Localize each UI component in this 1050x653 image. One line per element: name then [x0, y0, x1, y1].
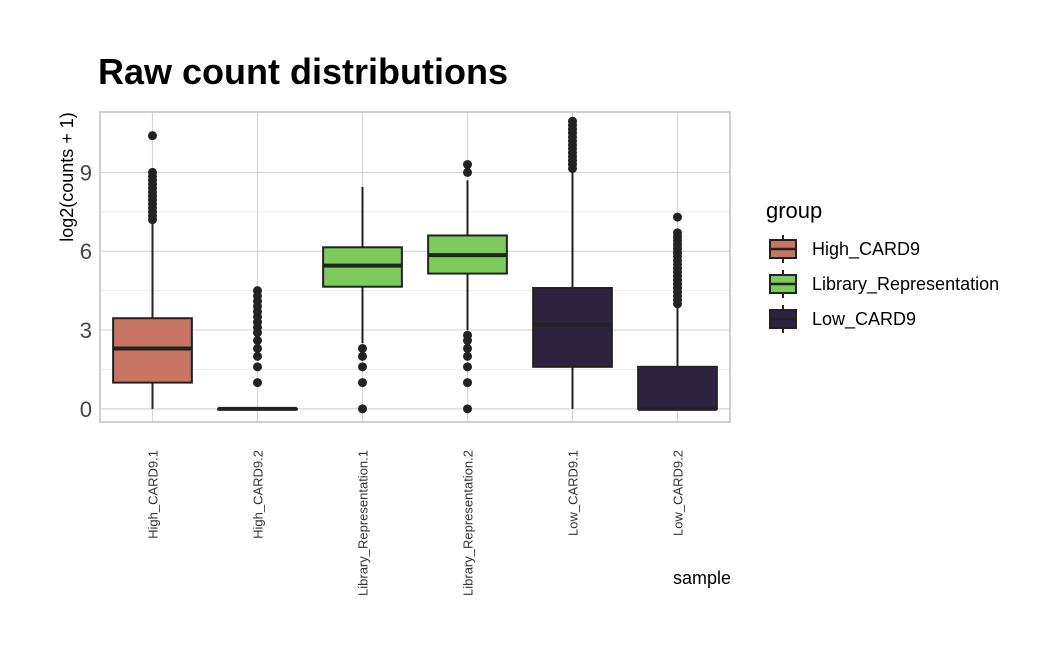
box-Library_Representation.2: [427, 160, 508, 414]
x-tick-label: Low_CARD9.1: [566, 450, 581, 536]
outlier-point: [463, 343, 472, 353]
box-Low_CARD9.1: [532, 116, 613, 409]
legend-label: Low_CARD9: [812, 309, 916, 330]
outlier-point: [463, 362, 472, 372]
outlier-point: [253, 336, 262, 346]
y-axis: 0 3 6 9: [80, 160, 92, 421]
chart-title: Raw count distributions: [98, 51, 508, 92]
legend-item: Low_CARD9: [769, 305, 916, 333]
x-axis-title: sample: [673, 568, 731, 588]
box-High_CARD9.2: [217, 286, 298, 411]
outlier-point: [253, 343, 262, 353]
outlier-point: [358, 378, 367, 388]
outlier-point: [463, 330, 472, 340]
box-Library_Representation.1: [322, 186, 403, 414]
outlier-point: [358, 351, 367, 361]
x-tick-label: High_CARD9.1: [146, 450, 161, 539]
outlier-point: [148, 167, 157, 177]
outlier-point: [463, 351, 472, 361]
outlier-point: [358, 404, 367, 414]
outlier-point: [253, 351, 262, 361]
legend: group High_CARD9 Library_Representation Lo…: [766, 198, 999, 333]
x-tick-label: Library_Representation.2: [461, 450, 476, 596]
x-tick-label: Library_Representation.1: [356, 450, 371, 596]
outlier-point: [253, 286, 262, 296]
outlier-point: [463, 378, 472, 388]
outlier-point: [673, 212, 682, 222]
legend-label: High_CARD9: [812, 239, 920, 260]
outlier-point: [358, 343, 367, 353]
outlier-point: [253, 362, 262, 372]
outlier-point: [673, 228, 682, 238]
box-iqr: [637, 365, 718, 410]
outlier-point: [568, 116, 577, 126]
legend-label: Library_Representation: [812, 274, 999, 295]
x-tick-label: Low_CARD9.2: [671, 450, 686, 536]
plot-boxes: [112, 116, 718, 414]
outlier-point: [463, 404, 472, 414]
outlier-point: [463, 160, 472, 170]
x-axis: High_CARD9.1 High_CARD9.2 Library_Represen…: [146, 450, 686, 596]
legend-title: group: [766, 198, 822, 223]
y-tick-label: 9: [80, 160, 92, 185]
x-tick-label: High_CARD9.2: [251, 450, 266, 539]
legend-item: High_CARD9: [769, 235, 920, 263]
outlier-point: [358, 362, 367, 372]
outlier-point: [253, 378, 262, 388]
y-tick-label: 3: [80, 318, 92, 343]
y-tick-label: 0: [80, 397, 92, 422]
box-iqr: [532, 287, 613, 368]
box-Low_CARD9.2: [637, 212, 718, 411]
legend-item: Library_Representation: [769, 270, 999, 298]
box-High_CARD9.1: [112, 131, 193, 409]
outlier-point: [148, 131, 157, 141]
plot-grid: [100, 112, 730, 422]
y-tick-label: 6: [80, 239, 92, 264]
plot-panel-border: [99, 111, 731, 423]
y-axis-title: log2(counts + 1): [57, 112, 77, 242]
outlier-point: [463, 167, 472, 177]
